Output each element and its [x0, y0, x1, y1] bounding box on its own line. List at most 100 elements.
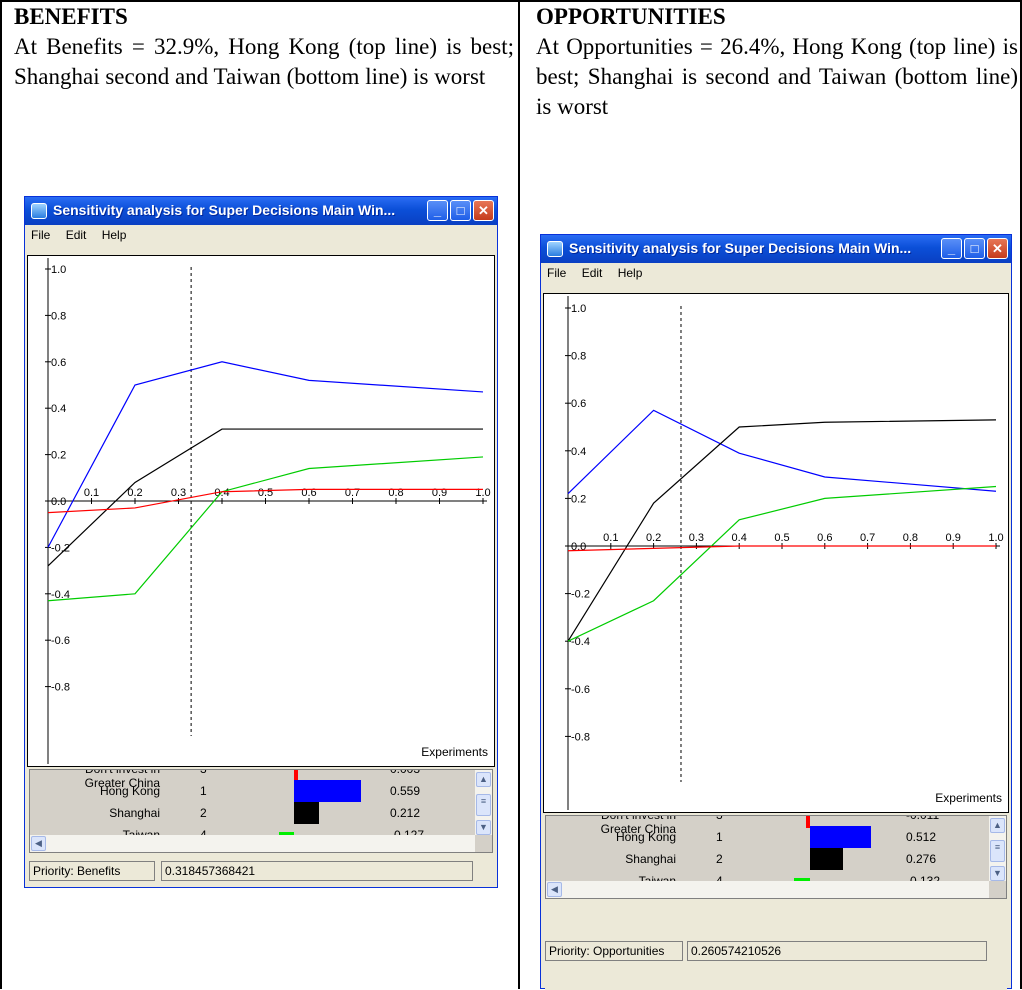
x-tick-label: 0.8 — [903, 532, 918, 544]
x-tick-label: 0.2 — [127, 487, 142, 499]
x-tick-label: 0.1 — [603, 532, 618, 544]
series-line-3 — [47, 456, 484, 602]
sensitivity-chart: 1.0 0.8 0.6 0.4 0.2 0.0 -0.2 -0.4 -0.6 -0.8 0.1 0.2… — [27, 255, 495, 767]
y-tick-label: 0.2 — [51, 450, 66, 462]
app-icon — [31, 203, 47, 219]
maximize-button[interactable]: □ — [964, 238, 985, 259]
close-button[interactable]: ✕ — [473, 200, 494, 221]
section-heading: BENEFITS — [14, 4, 128, 29]
maximize-icon: □ — [970, 241, 979, 256]
priority-bar — [810, 848, 844, 870]
menu-file[interactable]: File — [31, 228, 51, 242]
section-description: At Opportunities = 26.4%, Hong Kong (top… — [536, 34, 1018, 119]
priority-value: 0.212 — [390, 806, 421, 820]
horizontal-scrollbar[interactable]: ◀ — [30, 835, 475, 852]
scroll-up-icon[interactable]: ▲ — [476, 772, 491, 787]
experiments-label: Experiments — [421, 745, 488, 759]
list-item[interactable]: Hong Kong 1 0.559 — [30, 780, 470, 802]
window-titlebar[interactable]: Sensitivity analysis for Super Decisions… — [25, 197, 497, 225]
priority-bar — [810, 826, 872, 848]
series-line-4 — [567, 545, 996, 552]
x-tick-label: 0.9 — [946, 532, 961, 544]
x-tick-label: 1.0 — [988, 532, 1003, 544]
y-tick-label: -0.8 — [571, 731, 590, 743]
scroll-thumb[interactable]: ≡ — [476, 794, 491, 816]
series-line-3 — [567, 485, 997, 642]
y-tick-label: 0.4 — [571, 446, 586, 458]
x-tick-label: 0.4 — [732, 532, 747, 544]
x-tick-label: 0.3 — [689, 532, 704, 544]
scroll-left-icon[interactable]: ◀ — [547, 882, 562, 897]
minimize-icon: _ — [947, 241, 956, 256]
minimize-button[interactable]: _ — [941, 238, 962, 259]
x-tick-label: 0.1 — [84, 487, 99, 499]
list-item[interactable]: Shanghai 2 0.276 — [546, 848, 986, 870]
priority-bar — [294, 802, 320, 824]
y-tick-label: 0.2 — [571, 493, 586, 505]
menu-file[interactable]: File — [547, 266, 567, 280]
priority-value: -0.011 — [906, 815, 940, 822]
x-tick-label: 0.5 — [774, 532, 789, 544]
section-heading: OPPORTUNITIES — [536, 4, 726, 29]
alternative-name: Don't invest in Greater China — [84, 769, 160, 790]
series-line-1 — [567, 409, 997, 495]
scroll-up-icon[interactable]: ▲ — [990, 818, 1005, 833]
y-tick-label: 1.0 — [51, 264, 66, 276]
y-tick-label: -0.6 — [51, 635, 70, 647]
maximize-button[interactable]: □ — [450, 200, 471, 221]
priority-value: 0.512 — [906, 830, 937, 844]
alternative-name: Shanghai — [109, 806, 160, 820]
minimize-button[interactable]: _ — [427, 200, 448, 221]
chart-svg: 1.00.80.60.40.20.0-0.2-0.4-0.6-0.80.1 0.2… — [565, 296, 1004, 810]
y-tick-label: 0.8 — [51, 310, 66, 322]
menu-help[interactable]: Help — [101, 228, 127, 242]
priority-bar — [294, 780, 362, 802]
list-item[interactable]: Hong Kong 1 0.512 — [546, 826, 986, 848]
alternative-rank: 1 — [716, 830, 723, 844]
y-tick-label: 0.6 — [571, 398, 586, 410]
alternative-rank: 2 — [716, 852, 723, 866]
y-tick-label: -0.6 — [571, 684, 590, 696]
close-button[interactable]: ✕ — [987, 238, 1008, 259]
alternative-name: Shanghai — [625, 852, 676, 866]
priority-bar — [294, 770, 298, 780]
series-line-2 — [567, 419, 997, 642]
sensitivity-window-benefits: Sensitivity analysis for Super Decisions… — [24, 196, 498, 888]
priority-value: 0.003 — [390, 769, 421, 776]
series-line-4 — [47, 488, 483, 514]
priority-value[interactable]: 0.318457368421 — [161, 861, 473, 881]
menu-edit[interactable]: Edit — [65, 228, 87, 242]
status-area: Priority: Benefits 0.318457368421 — [29, 855, 493, 887]
window-titlebar[interactable]: Sensitivity analysis for Super Decisions… — [541, 235, 1011, 263]
alternative-name: Hong Kong — [99, 784, 160, 798]
y-tick-label: 0.6 — [51, 357, 66, 369]
maximize-icon: □ — [456, 203, 465, 218]
scroll-left-icon[interactable]: ◀ — [31, 836, 46, 851]
list-item[interactable]: Don't invest in Greater China 3 -0.011 — [546, 815, 986, 836]
alternative-rank: 3 — [716, 815, 723, 822]
horizontal-scrollbar[interactable]: ◀ — [546, 881, 989, 898]
menu-help[interactable]: Help — [617, 266, 643, 280]
scroll-down-icon[interactable]: ▼ — [990, 866, 1005, 881]
y-tick-label: -0.2 — [51, 542, 70, 554]
vertical-scrollbar[interactable]: ▲ ≡ ▼ — [989, 816, 1006, 881]
scroll-thumb[interactable]: ≡ — [990, 840, 1005, 862]
alternative-rank: 2 — [200, 806, 207, 820]
close-icon: ✕ — [478, 203, 489, 218]
y-tick-label: 0.8 — [571, 351, 586, 363]
list-item[interactable]: Don't invest in Greater China 3 0.003 — [30, 769, 470, 790]
priority-value[interactable]: 0.260574210526 — [687, 941, 987, 961]
menu-edit[interactable]: Edit — [581, 266, 603, 280]
priority-value: 0.559 — [390, 784, 421, 798]
list-item[interactable]: Shanghai 2 0.212 — [30, 802, 470, 824]
y-tick-label: 1.0 — [571, 303, 586, 315]
y-tick-label: -0.8 — [51, 682, 70, 694]
x-tick-label: 0.2 — [646, 532, 661, 544]
scroll-down-icon[interactable]: ▼ — [476, 820, 491, 835]
vertical-scrollbar[interactable]: ▲ ≡ ▼ — [475, 770, 492, 835]
alternative-name: Hong Kong — [615, 830, 676, 844]
minimize-icon: _ — [433, 203, 442, 218]
y-tick-label: -0.4 — [51, 589, 70, 601]
menu-bar: File Edit Help — [541, 263, 1011, 283]
